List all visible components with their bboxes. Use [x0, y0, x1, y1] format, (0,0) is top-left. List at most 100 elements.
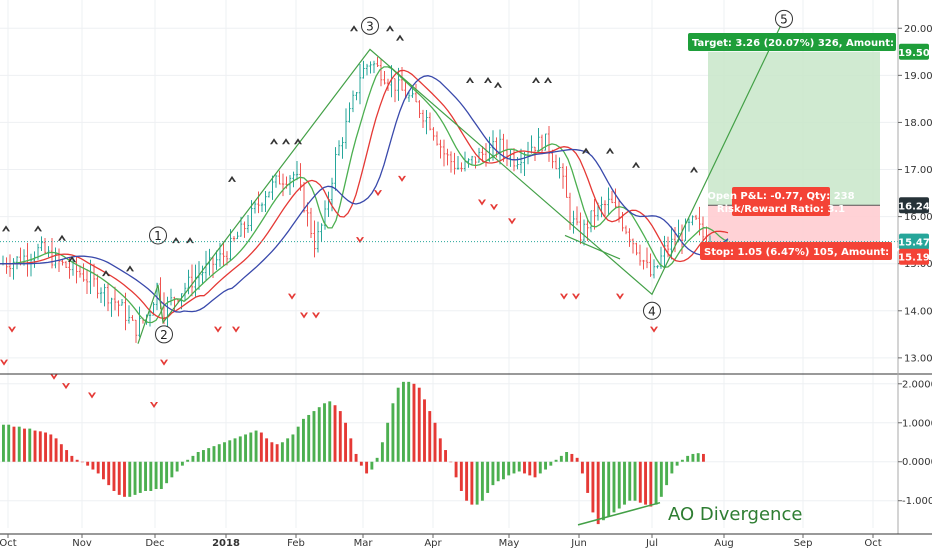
wave-label-text: 1: [154, 229, 162, 243]
ao-bar: [507, 461, 511, 476]
fractal-up-marker: [186, 237, 194, 244]
price-y-tick-label: 16.00: [904, 212, 932, 223]
candle: [54, 247, 57, 269]
candle: [274, 174, 278, 188]
ao-bar: [275, 444, 279, 462]
candle: [106, 282, 110, 312]
candle: [442, 139, 446, 167]
candle: [505, 139, 509, 167]
fractal-down-marker: [356, 237, 364, 244]
ao-bar: [70, 455, 74, 462]
wave-label-2: 2: [155, 325, 173, 344]
ao-bar: [191, 455, 195, 462]
candle: [582, 219, 586, 246]
ao-bar: [338, 411, 342, 462]
ao-bar: [417, 387, 421, 462]
ao-bar: [644, 461, 647, 505]
candle: [295, 161, 299, 181]
fractal-down-marker: [572, 293, 580, 300]
candle: [103, 283, 106, 307]
candle: [320, 223, 323, 242]
price-tag-target-box: [899, 43, 929, 60]
ao-bar: [675, 461, 679, 466]
candle: [246, 215, 250, 233]
fractal-up-marker: [582, 147, 590, 154]
x-tick-label: May: [499, 538, 520, 549]
candle: [610, 190, 614, 204]
ao-bar: [702, 453, 705, 462]
ao-bar: [123, 461, 126, 497]
candle: [628, 228, 631, 247]
ao-bar: [549, 461, 553, 466]
ao-bar: [265, 438, 269, 462]
ao-bar: [80, 461, 84, 463]
candle: [134, 319, 138, 343]
candle: [271, 175, 274, 200]
ao-bar: [680, 459, 684, 462]
ao-bar: [354, 453, 358, 462]
wave-label-4: 4: [643, 301, 661, 320]
ao-bar: [459, 461, 463, 491]
price-tag-entry: 16.24: [898, 197, 930, 214]
price-tag-target: 19.50: [898, 43, 930, 60]
ao-bar: [444, 450, 447, 462]
fractal-markers: [0, 25, 698, 408]
fractal-up-marker: [172, 237, 180, 244]
candle: [222, 241, 225, 267]
ao-bar: [328, 401, 332, 462]
ao-bar: [291, 434, 295, 462]
fractal-up-marker: [690, 166, 698, 173]
ao-bar: [117, 461, 121, 495]
ao-bar: [280, 442, 284, 462]
candle: [201, 265, 204, 285]
ao-bar: [391, 403, 395, 462]
price-y-tick-label: 14.00: [904, 306, 932, 317]
candle: [306, 202, 309, 227]
ao-bar: [386, 422, 390, 462]
price-y-tick-label: 20.00: [904, 24, 932, 35]
wave-label-5: 5: [775, 9, 793, 28]
price-y-tick-label: 19.00: [904, 71, 932, 82]
wave-label-text: 4: [648, 304, 656, 318]
fractal-up-marker: [350, 25, 358, 32]
fractal-down-marker: [50, 373, 58, 380]
ao-bar: [649, 461, 653, 507]
candle: [334, 147, 337, 191]
fractal-up-marker: [68, 255, 76, 262]
fractal-down-marker: [312, 312, 320, 319]
candle: [113, 286, 117, 311]
candle: [5, 257, 8, 274]
target-zone: [708, 51, 880, 206]
ao-bar: [312, 411, 316, 462]
price-y-tick-label: 17.00: [904, 165, 932, 176]
rr-label-text: Risk/Reward Ratio: 3.1: [717, 204, 845, 215]
candle: [110, 297, 113, 317]
ao-bar: [412, 383, 416, 462]
candle: [656, 265, 659, 269]
candle: [638, 244, 642, 266]
candle: [554, 154, 558, 170]
fractal-up-marker: [228, 175, 236, 182]
candle: [376, 56, 379, 67]
position-zones: [708, 51, 880, 255]
ao-bar: [538, 461, 542, 474]
candle: [61, 259, 64, 266]
fractal-up-marker: [386, 25, 394, 32]
candle: [120, 298, 124, 306]
fractal-down-marker: [300, 312, 308, 319]
x-tick-label: Oct: [0, 538, 17, 549]
candle: [603, 200, 607, 217]
ao-divergence-label: AO Divergence: [668, 504, 802, 525]
fractal-up-marker: [484, 77, 492, 84]
candle: [460, 162, 463, 172]
ao-bar: [7, 424, 11, 462]
ao-bar: [244, 434, 247, 462]
candle: [351, 90, 355, 113]
ao-bar: [465, 461, 469, 501]
ao-bar: [380, 442, 384, 462]
stop-label-box: [700, 242, 892, 260]
ma-mid-line: [0, 69, 729, 320]
ao-bar: [170, 461, 174, 478]
candle: [635, 242, 638, 256]
